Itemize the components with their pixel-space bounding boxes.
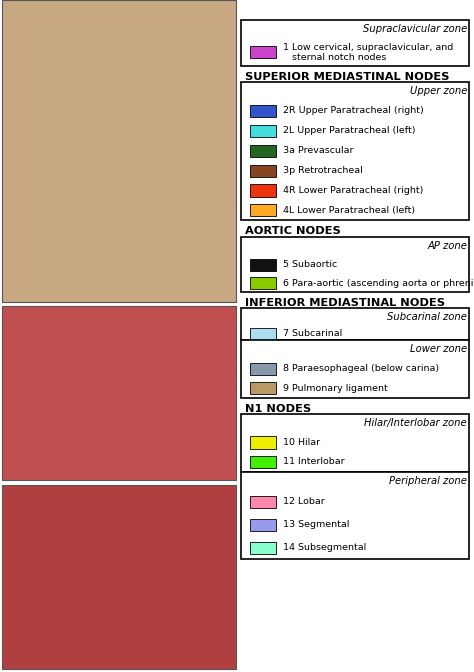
Text: 5 Subaortic: 5 Subaortic — [283, 260, 337, 269]
FancyBboxPatch shape — [241, 237, 469, 292]
FancyBboxPatch shape — [250, 185, 276, 197]
FancyBboxPatch shape — [250, 363, 276, 375]
Text: 13 Segmental: 13 Segmental — [283, 520, 349, 530]
Text: SUPERIOR MEDIASTINAL NODES: SUPERIOR MEDIASTINAL NODES — [246, 72, 450, 82]
Text: Subcarinal zone: Subcarinal zone — [387, 312, 467, 323]
Text: 1 Low cervical, supraclavicular, and
   sternal notch nodes: 1 Low cervical, supraclavicular, and ste… — [283, 43, 454, 62]
Text: Upper zone: Upper zone — [410, 86, 467, 96]
Text: AORTIC NODES: AORTIC NODES — [246, 226, 341, 237]
Text: Supraclavicular zone: Supraclavicular zone — [363, 24, 467, 34]
FancyBboxPatch shape — [2, 485, 236, 669]
FancyBboxPatch shape — [250, 259, 276, 271]
Text: 10 Hilar: 10 Hilar — [283, 438, 320, 447]
FancyBboxPatch shape — [250, 328, 276, 340]
FancyBboxPatch shape — [250, 125, 276, 137]
Text: 14 Subsegmental: 14 Subsegmental — [283, 543, 366, 552]
Text: 7 Subcarinal: 7 Subcarinal — [283, 329, 342, 338]
FancyBboxPatch shape — [241, 340, 469, 398]
FancyBboxPatch shape — [250, 496, 276, 508]
Text: 2L Upper Paratracheal (left): 2L Upper Paratracheal (left) — [283, 126, 416, 135]
FancyBboxPatch shape — [2, 306, 236, 480]
Text: 3p Retrotracheal: 3p Retrotracheal — [283, 166, 363, 175]
FancyBboxPatch shape — [250, 46, 276, 58]
Text: 6 Para-aortic (ascending aorta or phrenic): 6 Para-aortic (ascending aorta or phreni… — [283, 279, 474, 288]
Text: 2R Upper Paratracheal (right): 2R Upper Paratracheal (right) — [283, 106, 424, 116]
FancyBboxPatch shape — [241, 414, 469, 472]
Text: INFERIOR MEDIASTINAL NODES: INFERIOR MEDIASTINAL NODES — [246, 298, 446, 308]
FancyBboxPatch shape — [250, 144, 276, 157]
Text: 12 Lobar: 12 Lobar — [283, 497, 325, 507]
Text: 4L Lower Paratracheal (left): 4L Lower Paratracheal (left) — [283, 206, 415, 215]
FancyBboxPatch shape — [250, 519, 276, 531]
Text: 11 Interlobar: 11 Interlobar — [283, 458, 345, 466]
FancyBboxPatch shape — [250, 204, 276, 216]
FancyBboxPatch shape — [241, 308, 469, 340]
FancyBboxPatch shape — [241, 20, 469, 66]
FancyBboxPatch shape — [250, 165, 276, 177]
Text: Lower zone: Lower zone — [410, 344, 467, 354]
FancyBboxPatch shape — [241, 472, 469, 559]
Text: 8 Paraesophageal (below carina): 8 Paraesophageal (below carina) — [283, 364, 439, 373]
FancyBboxPatch shape — [250, 542, 276, 554]
Text: Hilar/Interlobar zone: Hilar/Interlobar zone — [365, 418, 467, 428]
Text: N1 NODES: N1 NODES — [246, 404, 311, 414]
Text: 4R Lower Paratracheal (right): 4R Lower Paratracheal (right) — [283, 186, 424, 195]
Text: AP zone: AP zone — [427, 241, 467, 251]
FancyBboxPatch shape — [250, 277, 276, 289]
FancyBboxPatch shape — [250, 437, 276, 449]
Text: Peripheral zone: Peripheral zone — [389, 476, 467, 486]
FancyBboxPatch shape — [250, 382, 276, 394]
FancyBboxPatch shape — [241, 82, 469, 220]
Text: 9 Pulmonary ligament: 9 Pulmonary ligament — [283, 384, 388, 392]
FancyBboxPatch shape — [2, 0, 236, 302]
Text: 3a Prevascular: 3a Prevascular — [283, 146, 354, 155]
FancyBboxPatch shape — [250, 105, 276, 117]
FancyBboxPatch shape — [250, 456, 276, 468]
